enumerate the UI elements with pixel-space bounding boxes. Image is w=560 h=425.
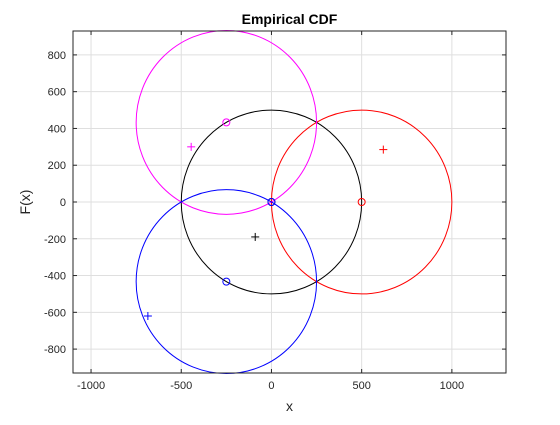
center-marker: [222, 277, 231, 286]
center-marker: [222, 118, 231, 127]
y-tick-label: -400: [44, 271, 66, 283]
x-tick-label: -1000: [77, 380, 105, 392]
center-marker: [357, 198, 366, 206]
y-axis-label: F(x): [17, 190, 33, 215]
circle-series: [135, 29, 318, 215]
plus-marker: [187, 142, 196, 151]
x-tick-label: 0: [268, 380, 274, 392]
x-tick-label: 500: [352, 380, 370, 392]
circle-series: [135, 189, 318, 375]
y-tick-label: 400: [48, 123, 66, 135]
y-tick-label: -600: [44, 307, 66, 319]
plus-marker: [251, 232, 260, 241]
y-tick-label: -200: [44, 234, 66, 246]
plus-marker: [143, 312, 152, 320]
y-tick-label: -800: [44, 344, 66, 356]
plus-marker: [379, 145, 388, 154]
x-tick-label: 1000: [440, 380, 464, 392]
y-tick-label: 600: [48, 87, 66, 99]
x-axis-label: x: [286, 398, 293, 414]
chart-title: Empirical CDF: [242, 11, 338, 27]
y-tick-label: 800: [48, 50, 66, 62]
ticks: -1000 -500 0 500 1000 -800 -600 -400 -200 0 200 400…: [44, 31, 506, 392]
y-tick-label: 0: [60, 197, 66, 209]
x-tick-label: -500: [170, 380, 192, 392]
y-tick-label: 200: [48, 160, 66, 172]
data-layer: [135, 29, 453, 375]
origin-marker: [267, 198, 276, 206]
